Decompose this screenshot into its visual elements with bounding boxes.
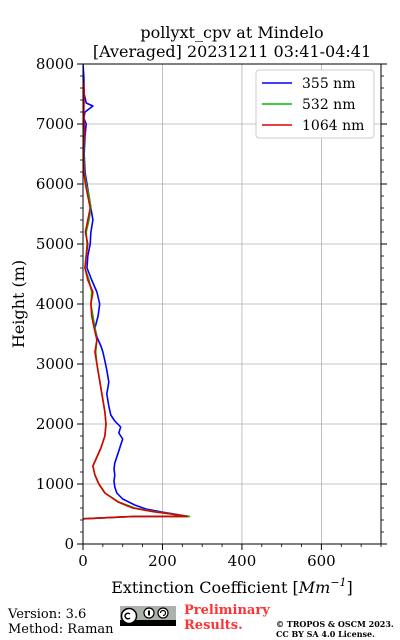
y-tick-label: 0 <box>64 535 74 553</box>
legend-label: 532 nm <box>302 97 355 113</box>
x-axis-unit: Mm <box>298 578 331 597</box>
preliminary-line-2: Results. <box>184 618 243 633</box>
copyright-line-1: © TROPOS & OSCM 2023. <box>276 619 394 629</box>
x-axis-label-text: Extinction Coefficient <box>111 578 288 597</box>
grid-lines <box>82 63 381 545</box>
legend-box <box>255 69 375 139</box>
y-tick-label: 1000 <box>36 475 74 493</box>
axis-ticks: 0 200 400 600010002000300040005000600070008… <box>36 55 387 570</box>
version-text: Version: 3.6 <box>8 607 87 622</box>
y-tick-label: 6000 <box>36 175 74 193</box>
legend-label: 355 nm <box>302 76 355 92</box>
y-tick-label: 7000 <box>36 115 74 133</box>
x-tick-label: 200 <box>148 552 177 570</box>
x-tick-label: 600 <box>307 552 336 570</box>
y-tick-label: 2000 <box>36 415 74 433</box>
copyright-line-2: CC BY SA 4.0 License. <box>276 629 375 639</box>
y-axis-label: Height (m) <box>9 260 28 348</box>
chart-title-line-1: pollyxt_cpv at Mindelo <box>140 23 323 42</box>
x-tick-label: 400 <box>228 552 257 570</box>
y-tick-label: 8000 <box>36 55 74 73</box>
preliminary-results-text: Preliminary Results. <box>184 603 270 633</box>
legend-label: 1064 nm <box>302 118 364 134</box>
y-tick-label: 3000 <box>36 355 74 373</box>
series-layer <box>83 64 191 520</box>
y-tick-label: 5000 <box>36 235 74 253</box>
x-axis-unit-exponent: −1 <box>330 576 346 589</box>
plot-area: 0 200 400 600010002000300040005000600070008… <box>36 55 387 570</box>
legend: 355 nm 532 nm 1064 nm <box>255 69 375 139</box>
series-line-1064-nm <box>83 81 188 520</box>
y-tick-label: 4000 <box>36 295 74 313</box>
x-axis-label: Extinction Coefficient [Mm−1] <box>111 576 353 597</box>
chart-title-line-2: [Averaged] 20231211 03:41-04:41 <box>93 42 371 61</box>
cc-by-sa-license-icon <box>120 606 176 626</box>
x-tick-label: 0 <box>78 552 88 570</box>
method-text: Method: Raman <box>8 622 114 637</box>
copyright-text: © TROPOS & OSCM 2023. CC BY SA 4.0 Licen… <box>276 619 394 639</box>
preliminary-line-1: Preliminary <box>184 603 270 618</box>
